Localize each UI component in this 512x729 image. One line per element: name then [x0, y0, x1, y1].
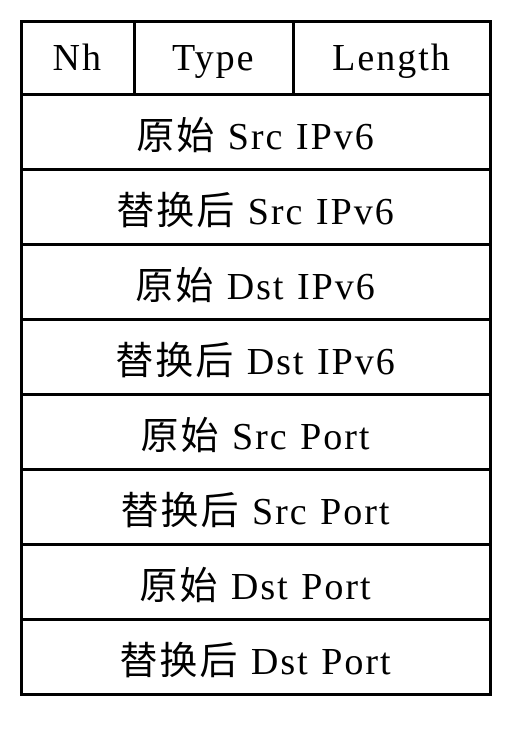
row-orig-src-port: 原始 Src Port: [22, 395, 491, 470]
table-row: 原始 Src Port: [22, 395, 491, 470]
row-orig-dst-ipv6: 原始 Dst IPv6: [22, 245, 491, 320]
row-repl-dst-port: 替换后 Dst Port: [22, 620, 491, 695]
row-orig-dst-port: 原始 Dst Port: [22, 545, 491, 620]
table-row: 原始 Src IPv6: [22, 95, 491, 170]
row-repl-src-port: 替换后 Src Port: [22, 470, 491, 545]
table-header-row: Nh Type Length: [22, 22, 491, 95]
table-row: 原始 Dst IPv6: [22, 245, 491, 320]
table-row: 替换后 Dst Port: [22, 620, 491, 695]
header-cell-nh: Nh: [22, 22, 135, 95]
header-cell-type: Type: [134, 22, 293, 95]
table-row: 替换后 Src IPv6: [22, 170, 491, 245]
table-row: 替换后 Src Port: [22, 470, 491, 545]
packet-header-table: Nh Type Length 原始 Src IPv6 替换后 Src IPv6 …: [20, 20, 492, 696]
table-row: 替换后 Dst IPv6: [22, 320, 491, 395]
table-row: 原始 Dst Port: [22, 545, 491, 620]
row-repl-src-ipv6: 替换后 Src IPv6: [22, 170, 491, 245]
row-repl-dst-ipv6: 替换后 Dst IPv6: [22, 320, 491, 395]
header-cell-length: Length: [294, 22, 491, 95]
row-orig-src-ipv6: 原始 Src IPv6: [22, 95, 491, 170]
